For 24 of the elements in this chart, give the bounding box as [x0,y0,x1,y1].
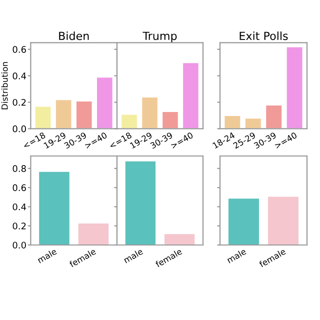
y-tick-label: 0.2 [12,222,26,230]
bar [244,118,262,129]
bar [96,76,114,129]
bar [265,104,283,129]
bar [75,100,93,129]
y-tick-label: 0.6 [12,46,26,53]
y-tick-label: 0.6 [12,184,26,192]
x-tick-label: male [123,248,144,264]
bar [286,46,304,129]
y-axis-title: Distribution [1,62,8,110]
chart-title: Exit Polls [240,31,288,40]
y-tick-label: 0.0 [12,242,26,249]
y-tick-label: 0.2 [12,98,26,106]
bar [34,106,52,129]
y-tick-label: 0.0 [12,125,26,132]
y-tick-label: 0.4 [12,203,26,210]
chart-title: Trump [142,32,177,42]
bar [54,99,72,129]
bar [224,114,242,129]
y-tick-label: 0.8 [12,165,26,172]
x-tick-label: male [36,248,58,264]
x-tick-label: male [226,248,247,264]
y-tick-label: 0.4 [12,72,26,80]
chart-title: Biden [59,31,89,40]
